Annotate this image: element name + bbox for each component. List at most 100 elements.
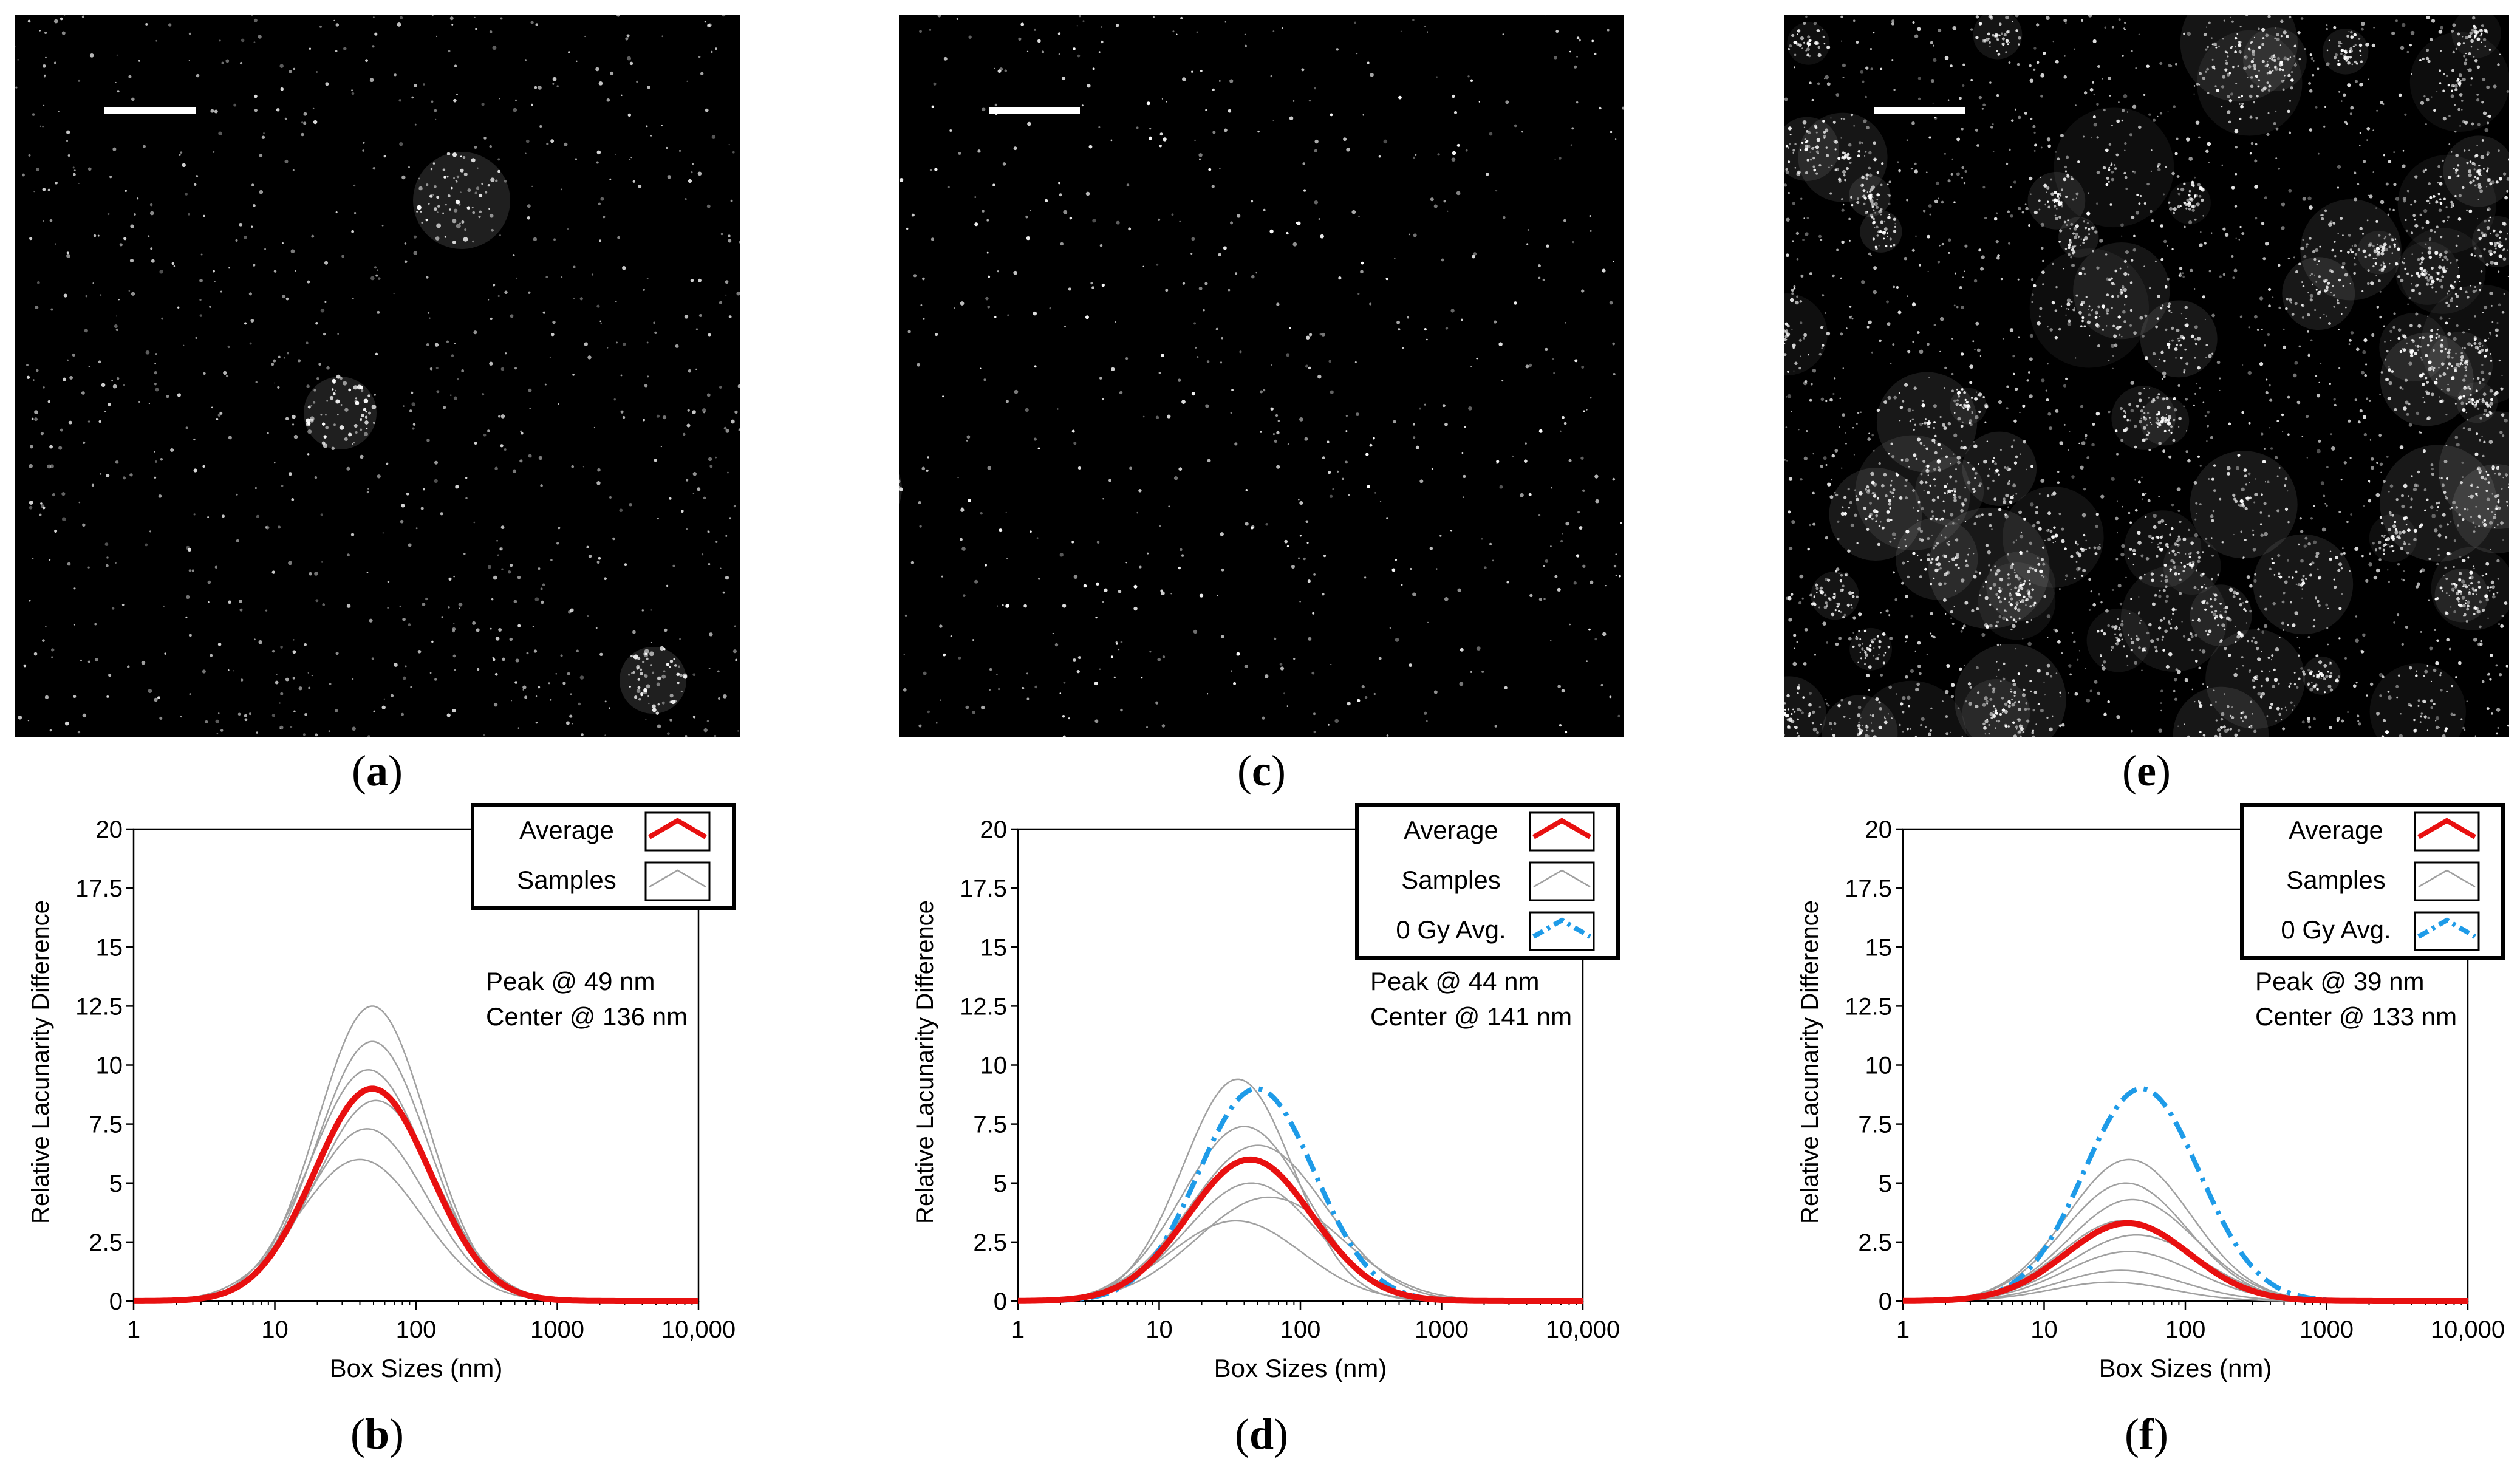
y-tick-label: 2.5 — [89, 1229, 123, 1256]
caption-f-letter: f — [2139, 1410, 2154, 1458]
x-tick-label: 1000 — [530, 1316, 584, 1343]
y-tick-label: 2.5 — [973, 1229, 1007, 1256]
micrograph-c — [899, 15, 1624, 737]
legend: Average Samples — [471, 803, 736, 910]
micrograph-texture — [15, 15, 740, 737]
sample-curve — [1017, 1144, 1583, 1302]
legend-swatch — [2414, 861, 2480, 901]
legend-label: Samples — [517, 866, 616, 894]
average-curve — [1018, 1156, 1583, 1304]
annotation-line: Peak @ 39 nm — [2255, 967, 2424, 996]
x-tick-label: 1000 — [2300, 1316, 2354, 1343]
y-tick-label: 0 — [994, 1288, 1007, 1315]
zero-gy-average-curve — [1903, 1086, 2468, 1303]
annotation-line: Center @ 136 nm — [486, 1002, 688, 1031]
y-axis-label: Relative Lacunarity Difference — [1797, 900, 1823, 1224]
micrograph-texture — [1784, 15, 2509, 737]
legend-swatch-line — [1533, 869, 1591, 888]
annotation-line: Center @ 133 nm — [2255, 1002, 2457, 1031]
x-tick-label: 100 — [1280, 1316, 1321, 1343]
plot-d-svg: 0 2.5 5 7.5 10 12.5 15 17.5 20 1 10 100 1000 10,000 Bo… — [912, 803, 1620, 1382]
y-tick-label: 10 — [980, 1053, 1008, 1079]
x-axis-label: Box Sizes (nm) — [1214, 1354, 1387, 1382]
caption-b-letter: b — [364, 1410, 390, 1458]
x-tick-label: 10,000 — [661, 1316, 736, 1343]
y-tick-label: 5 — [1879, 1170, 1892, 1197]
caption-d: (d) — [1234, 1410, 1288, 1458]
x-tick-label: 100 — [396, 1316, 437, 1343]
caption-a-letter: a — [366, 747, 388, 795]
caption-e-letter: e — [2137, 747, 2156, 795]
caption-a: (a) — [352, 747, 403, 795]
legend-swatch-line — [649, 869, 706, 888]
annotation-line: Peak @ 49 nm — [486, 967, 655, 996]
plot-f-svg: 0 2.5 5 7.5 10 12.5 15 17.5 20 1 10 100 1000 10,000 Bo… — [1797, 803, 2505, 1382]
y-tick-label: 0 — [1879, 1288, 1892, 1315]
sample-curve — [133, 1128, 698, 1302]
legend-label: Average — [519, 816, 614, 844]
y-tick-label: 5 — [994, 1170, 1007, 1197]
legend-label: Average — [2289, 816, 2383, 844]
micrograph-a — [15, 15, 740, 737]
sample-curve — [134, 1069, 698, 1302]
y-tick-label: 15 — [980, 934, 1008, 961]
x-tick-label: 10,000 — [2431, 1316, 2505, 1343]
sample-curve — [134, 1158, 698, 1302]
y-tick-label: 12.5 — [75, 993, 123, 1020]
micrograph-a-image — [15, 15, 740, 737]
micrograph-c-image — [899, 15, 1624, 737]
y-tick-label: 10 — [96, 1053, 123, 1079]
plot-d: 0 2.5 5 7.5 10 12.5 15 17.5 20 1 10 100 1000 10,000 Bo… — [896, 784, 1644, 1421]
y-tick-label: 7.5 — [1858, 1112, 1892, 1138]
legend-swatch-line — [2417, 917, 2477, 939]
caption-c-letter: c — [1252, 747, 1271, 795]
scale-bar — [104, 107, 196, 114]
legend: Average Samples 0 Gy Avg. — [2240, 803, 2505, 960]
sample-curve — [133, 1040, 698, 1302]
y-tick-label: 5 — [109, 1170, 123, 1197]
x-tick-label: 10 — [1146, 1316, 1173, 1343]
x-tick-label: 10 — [2030, 1316, 2058, 1343]
y-tick-label: 15 — [1865, 934, 1893, 961]
legend-label: Samples — [2286, 866, 2385, 894]
caption-d-letter: d — [1249, 1410, 1274, 1458]
x-tick-label: 1 — [127, 1316, 140, 1343]
annotation-line: Center @ 141 nm — [1370, 1002, 1572, 1031]
y-axis-label: Relative Lacunarity Difference — [912, 900, 938, 1224]
legend-label: 0 Gy Avg. — [2281, 915, 2391, 944]
y-tick-label: 17.5 — [960, 875, 1007, 902]
caption-b: (b) — [350, 1410, 404, 1458]
caption-c: (c) — [1237, 747, 1286, 795]
x-tick-label: 10 — [261, 1316, 289, 1343]
sample-curve — [1018, 1078, 1583, 1302]
x-tick-label: 10,000 — [1546, 1316, 1620, 1343]
legend: Average Samples 0 Gy Avg. — [1355, 803, 1620, 960]
plot-b: 0 2.5 5 7.5 10 12.5 15 17.5 20 1 10 100 1000 10,000 Bo… — [12, 784, 759, 1421]
legend-swatch-line — [2418, 869, 2476, 888]
y-tick-label: 2.5 — [1858, 1229, 1892, 1256]
y-tick-label: 7.5 — [89, 1112, 123, 1138]
x-axis-label: Box Sizes (nm) — [2099, 1354, 2272, 1382]
y-tick-label: 20 — [980, 816, 1008, 843]
average-curve — [134, 1085, 698, 1304]
scale-bar — [989, 107, 1080, 114]
x-axis-label: Box Sizes (nm) — [330, 1354, 503, 1382]
y-tick-label: 0 — [109, 1288, 123, 1315]
micrograph-e — [1784, 15, 2509, 737]
annotation-line: Peak @ 44 nm — [1370, 967, 1539, 996]
legend-swatch-line — [1532, 917, 1592, 939]
y-axis-label: Relative Lacunarity Difference — [27, 900, 54, 1224]
legend-swatch-line — [647, 818, 708, 839]
legend-swatch — [644, 861, 711, 901]
sample-curve — [1902, 1220, 2468, 1302]
legend-label: 0 Gy Avg. — [1396, 915, 1506, 944]
legend-swatch-line — [2417, 818, 2477, 839]
x-tick-label: 1000 — [1415, 1316, 1469, 1343]
y-tick-label: 7.5 — [973, 1112, 1007, 1138]
y-tick-label: 12.5 — [960, 993, 1007, 1020]
y-tick-label: 17.5 — [1845, 875, 1892, 902]
sample-curve — [134, 1099, 698, 1302]
y-tick-label: 17.5 — [75, 875, 123, 902]
legend-swatch-line — [1532, 818, 1592, 839]
caption-e: (e) — [2122, 747, 2171, 795]
